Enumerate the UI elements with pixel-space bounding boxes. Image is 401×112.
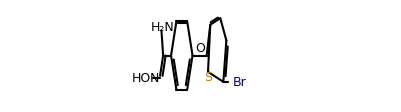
Text: O: O [194,42,205,55]
Text: Br: Br [232,76,245,88]
Text: S: S [203,70,211,83]
Text: N: N [150,71,159,84]
Text: H₂N: H₂N [150,20,174,33]
Text: HO: HO [132,71,151,84]
